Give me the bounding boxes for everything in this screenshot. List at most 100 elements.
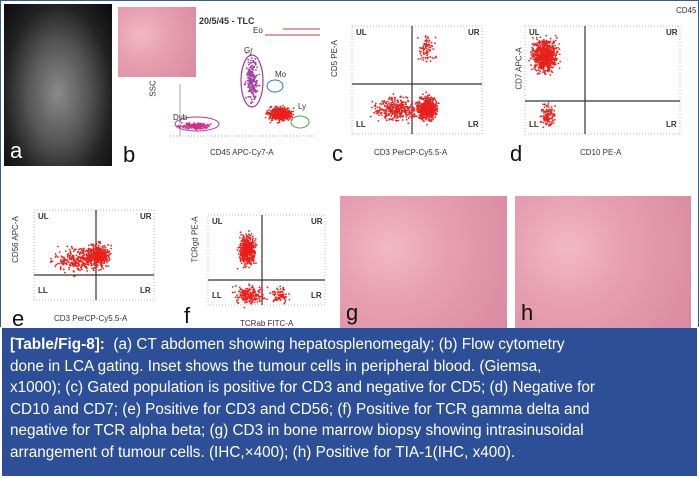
event-dot [103,254,106,256]
event-dot [420,57,422,60]
event-dot [275,299,278,301]
event-dot [531,43,534,46]
event-dot [269,121,272,124]
event-dot [244,82,246,85]
event-dot [243,254,246,257]
event-dot [248,300,251,303]
event-dot [248,230,250,232]
event-dot [551,119,554,122]
event-dot [252,93,255,96]
event-dot [545,34,548,37]
event-dot [255,69,257,71]
quadrant-label-ul: UL [529,28,540,37]
event-dot [376,106,379,109]
event-dot [390,114,393,117]
event-dot [415,115,418,118]
event-dot [421,47,424,50]
event-dot [87,260,90,263]
event-dot [539,54,541,57]
event-dot [268,108,270,111]
event-dot [551,62,554,65]
quadrant-label-lr: LR [311,291,322,300]
event-dot [107,244,110,246]
quadrant-label-lr: LR [666,120,677,129]
event-dot [203,124,206,127]
event-dot [394,96,396,99]
event-dot [271,108,274,111]
panel-label-a: a [10,138,23,163]
event-dot [397,101,399,104]
event-dot [247,248,250,251]
event-dot [384,117,387,119]
event-dot [248,295,250,298]
event-dot [536,52,539,55]
event-dot [422,59,425,61]
event-dot [60,259,63,261]
event-dot [539,70,541,73]
event-dot [407,122,410,125]
event-dot [430,96,433,99]
event-dot [545,115,548,118]
event-dot [418,116,421,119]
event-dot [407,100,410,103]
event-dot [417,58,420,60]
event-dot [252,95,255,98]
event-dot [277,289,279,291]
panel-label-d: d [510,141,523,166]
event-dot [82,254,85,257]
event-dot [246,79,249,82]
event-dot [423,116,426,119]
event-dot [534,53,537,56]
event-dot [426,36,429,38]
event-dot [190,127,193,129]
event-dot [250,241,253,244]
event-dot [235,299,238,302]
event-dot [547,106,550,108]
event-dot [241,294,244,297]
panel-label-f: f [184,303,191,328]
event-dot [247,90,250,93]
event-dot [249,250,252,253]
event-dot [245,250,248,253]
event-dot [536,58,539,60]
event-dot [105,264,107,267]
event-dot [426,104,428,106]
event-dot [385,110,387,112]
event-dot [188,127,191,130]
event-dot [378,114,380,117]
event-dot [554,61,556,64]
event-dot [538,42,541,45]
event-dot [532,42,535,45]
event-dot [546,63,549,65]
event-dot [201,127,204,130]
figure-caption: [Table/Fig-8]: (a) CT abdomen showing he… [2,328,697,476]
event-dot [72,270,75,273]
event-dot [428,39,431,42]
event-dot [59,268,62,271]
event-dot [247,298,249,300]
event-dot [55,255,58,257]
event-dot [278,112,280,115]
event-dot [554,39,557,42]
event-dot [413,110,416,112]
event-dot [62,258,65,261]
event-dot [288,117,291,120]
event-dot [253,66,255,69]
event-dot [542,45,545,48]
scatter-plot [351,25,483,135]
event-dot [95,243,98,245]
event-dot [554,55,557,57]
event-dot [434,55,437,58]
event-dot [539,52,541,55]
event-dot [97,259,100,262]
event-dot [85,266,88,268]
event-dot [71,264,74,267]
event-dot [549,74,552,76]
event-dot [371,100,374,103]
event-dot [380,103,383,106]
event-dot [248,266,251,269]
event-dot [104,246,107,249]
event-dot [543,56,546,59]
event-dot [247,233,250,236]
event-dot [542,68,545,70]
